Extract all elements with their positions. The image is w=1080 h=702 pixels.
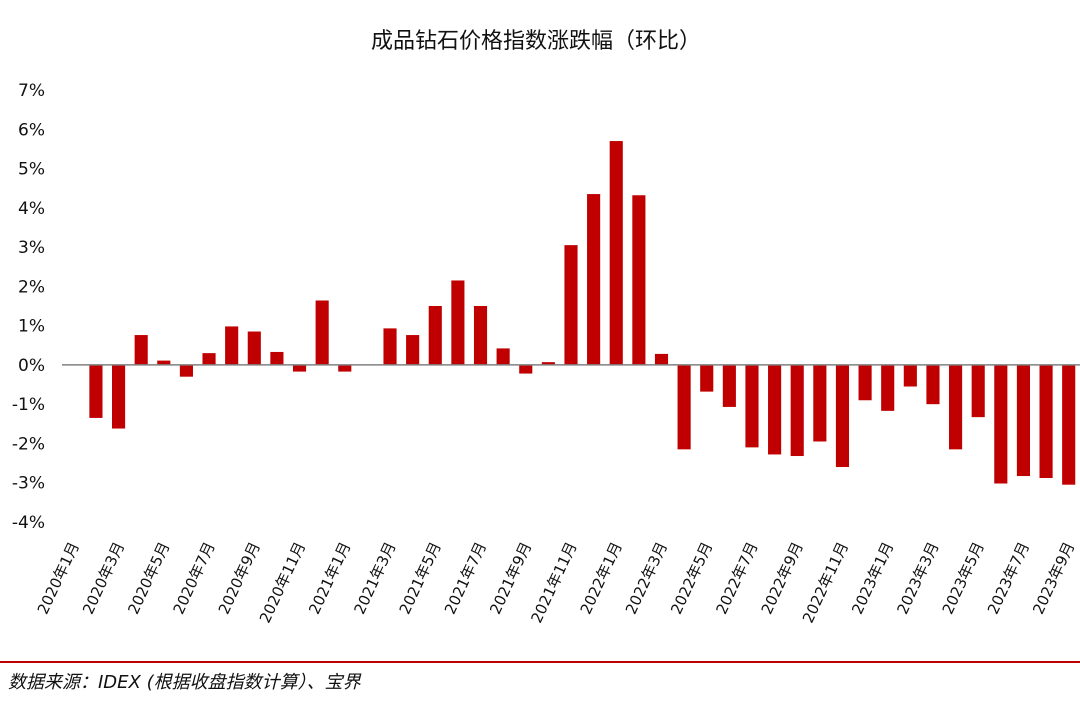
y-tick-label: -1% — [12, 395, 45, 415]
bar-chart: 成品钻石价格指数涨跌幅（环比） 7% 6% 5% 4% 3% 2% 1% 0% -1% -2% -3… — [12, 29, 1080, 626]
bar — [338, 364, 352, 372]
y-tick-label: 6% — [18, 120, 45, 140]
bar — [202, 353, 216, 365]
y-tick-label: -2% — [12, 434, 45, 454]
x-tick-label: 2023年1月 — [848, 539, 897, 617]
x-tick-label: 2020年3月 — [79, 539, 128, 617]
bar — [994, 364, 1008, 484]
source-note: 数据来源：IDEX (根据收盘指数计算）、宝界 — [8, 672, 361, 693]
bar — [654, 353, 669, 365]
bar — [292, 364, 307, 372]
bar — [247, 331, 261, 365]
bar — [1016, 364, 1030, 477]
bar — [428, 306, 442, 365]
bar — [134, 335, 148, 365]
y-tick-label: 4% — [18, 199, 45, 219]
x-tick-label: 2020年1月 — [34, 539, 83, 617]
bar — [700, 364, 714, 392]
bar — [315, 300, 329, 365]
source-divider — [0, 661, 1080, 663]
x-tick-label: 2023年5月 — [939, 539, 988, 617]
bar — [632, 195, 646, 365]
bars — [89, 141, 1076, 485]
bar — [587, 194, 601, 365]
bar — [564, 245, 578, 365]
x-tick-label: 2022年3月 — [622, 539, 671, 617]
x-tick-label: 2021年5月 — [396, 539, 445, 617]
bar — [677, 364, 691, 450]
x-tick-label: 2022年5月 — [667, 539, 716, 617]
x-tick-label: 2020年5月 — [124, 539, 173, 617]
y-axis: 7% 6% 5% 4% 3% 2% 1% 0% -1% -2% -3% -4% — [12, 81, 45, 533]
x-tick-label: 2023年7月 — [984, 539, 1033, 617]
x-tick-label: 2020年9月 — [215, 539, 264, 617]
bar — [270, 351, 284, 365]
x-tick-label: 2021年1月 — [305, 539, 354, 617]
x-tick-label: 2020年7月 — [170, 539, 219, 617]
bar — [858, 364, 872, 401]
bar — [179, 364, 193, 377]
bar — [157, 360, 171, 365]
bar — [519, 364, 533, 374]
bar — [473, 306, 488, 365]
bar — [926, 364, 940, 405]
bar — [1039, 364, 1053, 479]
bar — [903, 364, 917, 387]
x-tick-label: 2020年11月 — [256, 539, 309, 626]
bar — [971, 364, 985, 418]
bar — [722, 364, 736, 407]
bar — [496, 348, 510, 365]
x-tick-label: 2021年3月 — [350, 539, 399, 617]
bar — [949, 364, 963, 450]
x-tick-label: 2022年9月 — [758, 539, 807, 617]
bar — [745, 364, 759, 448]
bar — [813, 364, 827, 442]
bar — [835, 364, 850, 468]
x-tick-label: 2023年9月 — [1029, 539, 1078, 617]
bar — [541, 362, 555, 365]
bar — [89, 364, 103, 418]
bar — [451, 280, 465, 365]
y-tick-label: 1% — [18, 317, 45, 337]
y-tick-label: 5% — [18, 160, 45, 180]
bar — [406, 335, 420, 365]
chart-title: 成品钻石价格指数涨跌幅（环比） — [371, 29, 701, 54]
x-tick-label: 2022年7月 — [712, 539, 761, 617]
bar — [112, 364, 126, 429]
y-tick-label: 2% — [18, 277, 45, 297]
bar — [383, 328, 397, 365]
y-tick-label: -4% — [12, 513, 45, 533]
y-tick-label: 0% — [18, 356, 45, 376]
bar — [881, 364, 895, 411]
x-tick-label: 2022年11月 — [799, 539, 852, 626]
x-tick-label: 2022年1月 — [577, 539, 626, 617]
y-tick-label: 7% — [18, 81, 45, 101]
bar — [225, 326, 239, 365]
x-tick-label: 2023年3月 — [893, 539, 942, 617]
bar — [1062, 364, 1076, 485]
x-axis: 2020年1月2020年3月2020年5月2020年7月2020年9月2020年… — [34, 364, 1080, 626]
bar — [768, 364, 782, 455]
bar — [790, 364, 804, 457]
x-tick-label: 2021年11月 — [527, 539, 580, 626]
y-tick-label: 3% — [18, 238, 45, 258]
y-tick-label: -3% — [12, 474, 45, 494]
x-tick-label: 2021年7月 — [441, 539, 490, 617]
x-tick-label: 2021年9月 — [486, 539, 535, 617]
bar — [609, 141, 623, 365]
